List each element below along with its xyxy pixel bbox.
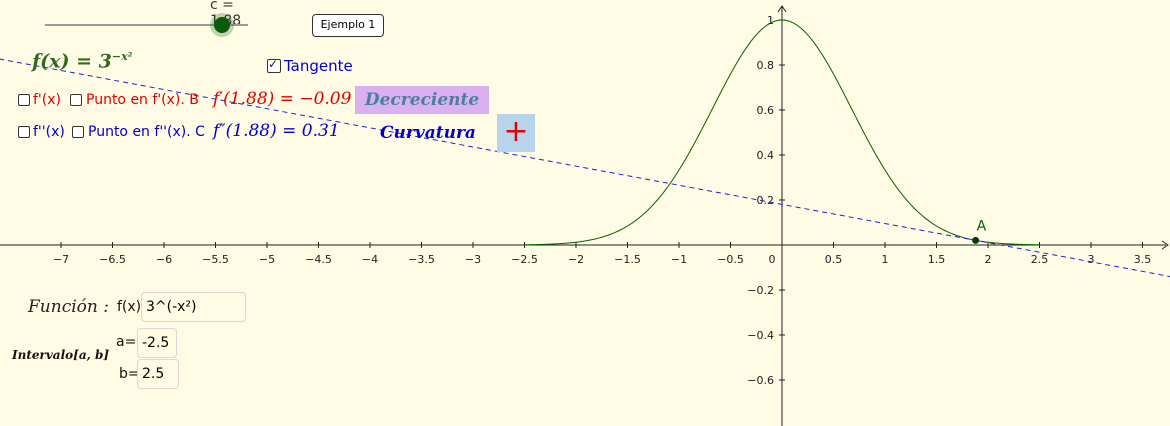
a-input[interactable]: -2.5 bbox=[137, 328, 177, 358]
b-label: b= bbox=[119, 366, 140, 382]
y-tick-label: 0.8 bbox=[757, 59, 775, 72]
fpp-label[interactable]: f''(x) bbox=[33, 124, 65, 140]
b-input[interactable]: 2.5 bbox=[137, 359, 179, 389]
x-tick-label: 2 bbox=[985, 253, 992, 266]
slider-c[interactable]: c = 1.88 bbox=[45, 0, 250, 40]
point-fpp-checkbox[interactable] bbox=[72, 126, 84, 138]
function-curve bbox=[524, 19, 1040, 246]
slider-knob[interactable] bbox=[214, 17, 230, 33]
fpp-checkbox[interactable] bbox=[18, 126, 30, 138]
y-tick-label: −0.6 bbox=[747, 374, 774, 387]
x-tick-label: −1.5 bbox=[614, 253, 641, 266]
fp-label[interactable]: f'(x) bbox=[33, 92, 61, 108]
x-tick-label: −3 bbox=[465, 253, 481, 266]
x-tick-label: 1 bbox=[882, 253, 889, 266]
status-badge: Decreciente bbox=[355, 86, 489, 114]
y-tick-label: 1 bbox=[767, 14, 774, 27]
curvature-sign: + bbox=[497, 114, 535, 152]
x-tick-label: −6.5 bbox=[99, 253, 126, 266]
y-axis-arrow bbox=[777, 5, 787, 13]
x-tick-label: −6 bbox=[156, 253, 172, 266]
x-tick-label: −2.5 bbox=[511, 253, 538, 266]
y-tick-label: 0.4 bbox=[757, 149, 775, 162]
x-tick-label: 0.5 bbox=[825, 253, 843, 266]
x-tick-label: 2.5 bbox=[1031, 253, 1049, 266]
point-fpp-label[interactable]: Punto en f''(x). C bbox=[88, 124, 205, 140]
tangent-label[interactable]: Tangente bbox=[284, 57, 353, 75]
example-button[interactable]: Ejemplo 1 bbox=[312, 14, 384, 37]
x-tick-label: −3.5 bbox=[408, 253, 435, 266]
curvature-label: Curvatura bbox=[380, 123, 476, 143]
y-tick-label: −0.4 bbox=[747, 329, 774, 342]
point-a-label: A bbox=[977, 218, 987, 234]
interval-label: Intervalo[a, b] bbox=[12, 348, 110, 362]
fp-value: f′(1.88) = −0.09 bbox=[213, 89, 352, 109]
x-tick-label: 0 bbox=[769, 253, 776, 266]
point-fp-label[interactable]: Punto en f'(x). B bbox=[86, 92, 199, 108]
function-title-exponent: −x² bbox=[111, 50, 133, 63]
x-tick-label: −0.5 bbox=[717, 253, 744, 266]
fp-checkbox[interactable] bbox=[18, 94, 30, 106]
function-title: f(x) = 3−x² bbox=[32, 50, 132, 72]
function-prefix: f(x) bbox=[117, 299, 142, 315]
x-tick-label: −7 bbox=[53, 253, 69, 266]
x-tick-label: 3.5 bbox=[1134, 253, 1152, 266]
point-fp-checkbox[interactable] bbox=[70, 94, 82, 106]
x-tick-label: −5 bbox=[259, 253, 275, 266]
fpp-value: f″(1.88) = 0.31 bbox=[213, 121, 340, 141]
a-label: a= bbox=[116, 334, 137, 350]
y-tick-label: 0.6 bbox=[757, 104, 775, 117]
x-tick-label: 1.5 bbox=[928, 253, 946, 266]
x-tick-label: −4 bbox=[362, 253, 378, 266]
tangent-checkbox[interactable] bbox=[267, 57, 281, 73]
function-title-base: f(x) = 3 bbox=[32, 50, 112, 73]
x-tick-label: −1 bbox=[671, 253, 687, 266]
function-input-label: Función : bbox=[28, 297, 109, 317]
x-axis-arrow bbox=[1161, 240, 1169, 250]
x-tick-label: −4.5 bbox=[305, 253, 332, 266]
tangent-line bbox=[0, 58, 1170, 277]
x-tick-label: 3 bbox=[1088, 253, 1095, 266]
x-tick-label: −5.5 bbox=[202, 253, 229, 266]
point-a bbox=[972, 236, 980, 244]
y-tick-label: 0.2 bbox=[757, 194, 775, 207]
function-input[interactable]: 3^(-x²) bbox=[141, 292, 246, 322]
x-tick-label: −2 bbox=[568, 253, 584, 266]
y-tick-label: −0.2 bbox=[747, 284, 774, 297]
slider-track[interactable] bbox=[45, 24, 248, 26]
